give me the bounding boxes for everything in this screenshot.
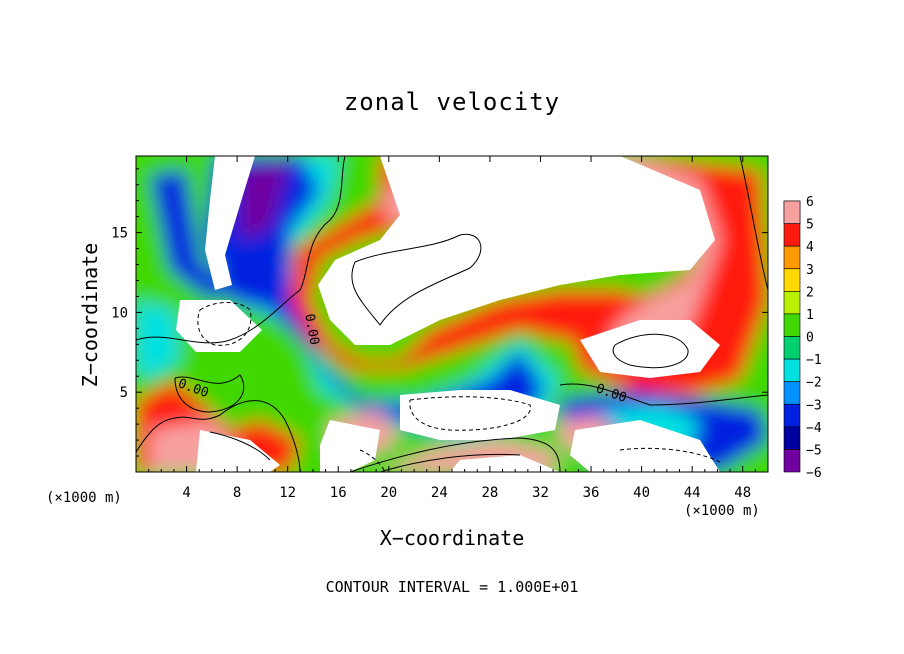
contour-labels: 0.000.000.00: [176, 313, 629, 406]
x-tick-label: 8: [233, 485, 241, 501]
x-tick-label: 32: [532, 485, 549, 501]
contour-line: [359, 449, 386, 472]
colorbar-label: 2: [806, 285, 814, 300]
colorbar-label: 1: [806, 308, 814, 323]
x-axis-label-text: X−coordinate: [379, 526, 525, 550]
colorbar-swatch: [783, 313, 801, 337]
contour-line: [349, 437, 561, 472]
x-tick-label: 16: [330, 485, 347, 501]
colorbar-swatch: [783, 245, 801, 270]
y-tick-label: 10: [111, 305, 128, 321]
contour-label: 0.00: [301, 313, 321, 346]
saturated-region: [318, 156, 715, 345]
saturated-region: [205, 156, 255, 290]
colorbar-swatch: [783, 426, 801, 450]
contour-line: [739, 156, 768, 291]
x-tick-label: 36: [583, 485, 600, 501]
x-tick-label: 28: [481, 485, 498, 501]
y-axis-ticks: 5 10 15: [111, 168, 768, 457]
y-tick-label: 15: [111, 226, 128, 242]
x-tick-label: 4: [182, 485, 190, 501]
contour-line: [619, 447, 721, 463]
contour-lines: [136, 156, 768, 472]
colorbar-label: 6: [806, 195, 814, 210]
y-axis-label: Z−coordinate: [78, 242, 102, 388]
x-tick-label: 40: [633, 485, 650, 501]
colorbar: 6 5 4 3 2 1 0 −1 −2 −3 −4 −5 −6: [783, 195, 822, 481]
x-axis-label: X−coordinate: [0, 526, 904, 550]
colorbar-label: 4: [806, 240, 814, 255]
velocity-field: [136, 156, 768, 472]
x-tick-label: 48: [734, 485, 751, 501]
contour-line: [379, 453, 521, 472]
contour-interval-note: CONTOUR INTERVAL = 1.000E+01: [325, 578, 579, 596]
contour-line: [197, 302, 252, 346]
contour-line: [136, 156, 346, 344]
colorbar-label: 5: [806, 218, 814, 233]
colorbar-swatch: [783, 449, 801, 473]
colorbar-label: −1: [806, 353, 822, 368]
colorbar-swatch: [783, 268, 801, 292]
contour-line: [351, 233, 482, 326]
x-unit-label-right: (×1000 m): [684, 503, 760, 519]
chart-title: zonal velocity: [343, 88, 561, 116]
saturated-region: [450, 455, 560, 472]
saturated-region: [400, 390, 560, 440]
saturated-region: [570, 420, 720, 472]
colorbar-swatch-top: [783, 200, 801, 224]
contour-line: [174, 374, 245, 413]
colorbar-label: 3: [806, 263, 814, 278]
field-region: [240, 160, 290, 240]
colorbar-swatch: [783, 336, 801, 360]
field-region: [150, 170, 230, 300]
contour-line: [559, 383, 768, 406]
x-tick-label: 24: [431, 485, 448, 501]
colorbar-swatch: [783, 223, 801, 247]
contour-line: [209, 431, 271, 461]
colorbar-label: −6: [806, 466, 822, 481]
contour-line: [136, 400, 301, 472]
colorbar-swatch: [783, 381, 801, 405]
saturated-region: [580, 320, 720, 378]
colorbar-label: 0: [806, 331, 814, 346]
y-tick-label: 5: [120, 385, 128, 401]
colorbar-label: −5: [806, 443, 822, 458]
x-axis-ticks: 4 8 12 16 20 24 28 32 36 40 44 48: [148, 156, 756, 501]
x-tick-label: 12: [279, 485, 296, 501]
contour-line: [612, 333, 689, 369]
field-region: [136, 300, 180, 380]
colorbar-swatch: [783, 358, 801, 382]
colorbar-swatch: [783, 291, 801, 315]
x-unit-label-left: (×1000 m): [46, 490, 122, 506]
colorbar-swatch: [783, 403, 801, 428]
x-tick-label: 20: [380, 485, 397, 501]
x-tick-label: 44: [684, 485, 701, 501]
colorbar-label: −3: [806, 398, 822, 413]
colorbar-label: −2: [806, 376, 822, 391]
contour-line: [409, 396, 531, 431]
colorbar-label: −4: [806, 421, 822, 436]
saturated-region: [320, 420, 380, 472]
saturated-region: [196, 430, 280, 472]
